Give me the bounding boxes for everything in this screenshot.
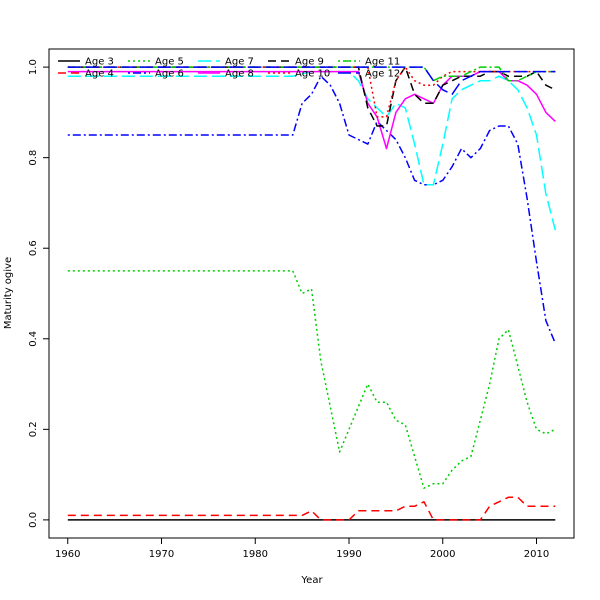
y-tick-label: 0.4	[28, 331, 39, 347]
x-tick-label: 1970	[149, 549, 174, 560]
y-axis: 0.0 0.2 0.4 0.6 0.8 1.0	[28, 59, 49, 528]
series-lines	[67, 66, 557, 521]
series-line-age-5	[67, 270, 556, 489]
y-tick-label: 1.0	[28, 59, 39, 75]
x-axis: 1960 1970 1980 1990 2000 2010	[55, 537, 549, 560]
x-tick-label: 2000	[430, 549, 455, 560]
legend-label: Age 8	[225, 69, 254, 80]
legend-label: Age 7	[225, 57, 254, 68]
x-tick-label: 1990	[336, 549, 361, 560]
x-tick-label: 1980	[243, 549, 268, 560]
legend-label: Age 6	[155, 69, 184, 80]
series-line-age-12	[67, 66, 556, 96]
legend-label: Age 12	[365, 69, 400, 80]
legend-label: Age 10	[295, 69, 330, 80]
y-axis-title: Maturity ogive	[3, 257, 14, 329]
series-line-age-8	[67, 70, 556, 150]
y-tick-label: 0.6	[28, 240, 39, 256]
legend-label: Age 4	[85, 69, 114, 80]
y-tick-label: 0.0	[28, 512, 39, 528]
legend-label: Age 9	[295, 57, 324, 68]
x-tick-label: 2010	[524, 549, 549, 560]
x-axis-title: Year	[300, 575, 323, 586]
legend-label: Age 5	[155, 57, 184, 68]
y-tick-label: 0.2	[28, 421, 39, 437]
series-line-age-9	[67, 66, 556, 127]
series-line-age-4	[67, 496, 556, 521]
y-tick-label: 0.8	[28, 150, 39, 166]
legend-label: Age 3	[85, 57, 114, 68]
legend-label: Age 11	[365, 57, 400, 68]
x-tick-label: 1960	[55, 549, 80, 560]
